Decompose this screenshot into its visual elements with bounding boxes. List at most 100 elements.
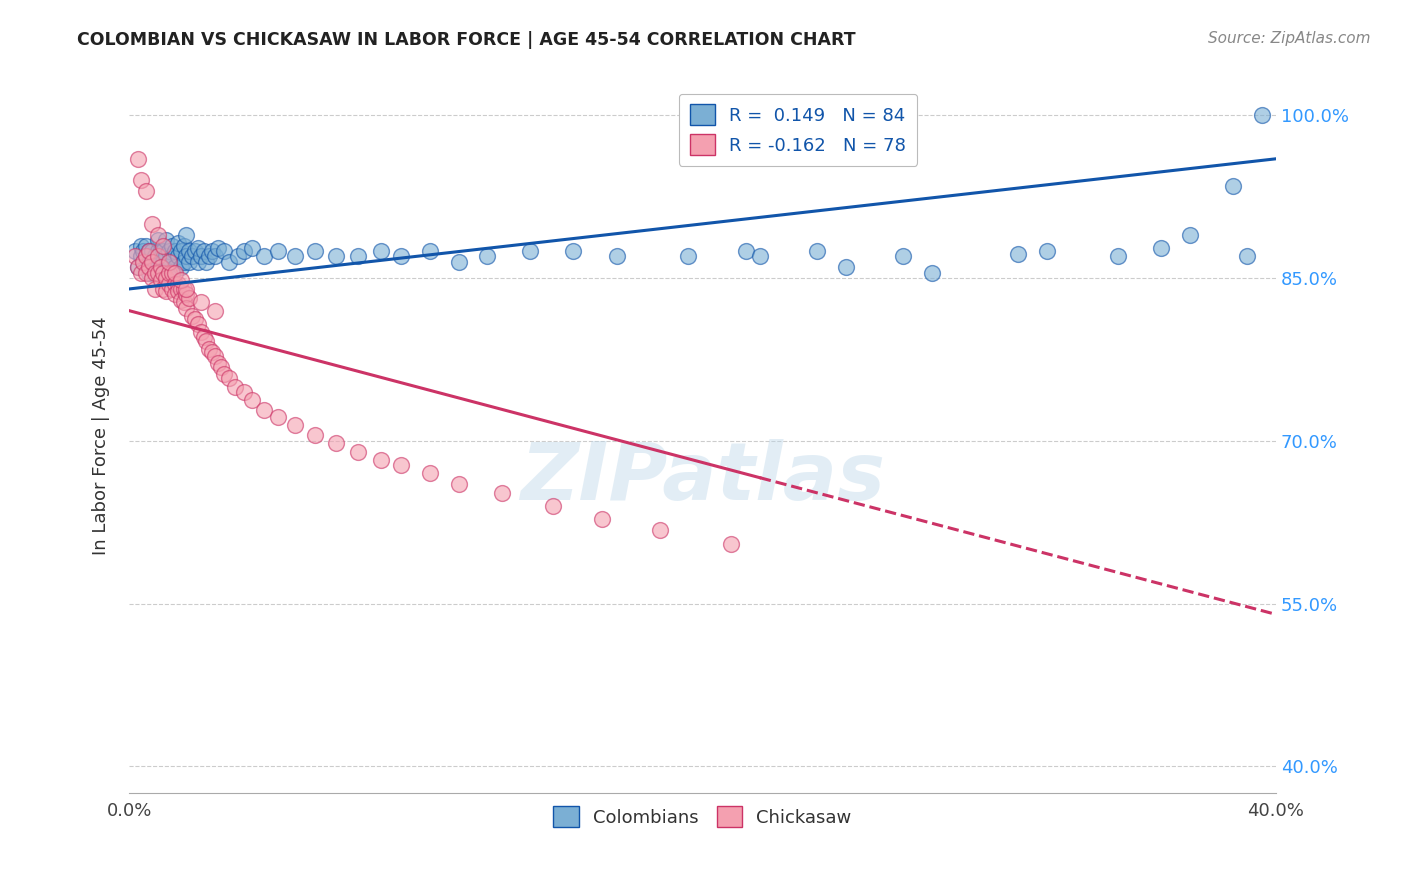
Point [240,241,263,255]
Point [146,227,169,242]
Point [447,477,470,491]
Point [419,467,441,481]
Point [218,371,240,385]
Legend: Colombians, Chickasaw: Colombians, Chickasaw [546,799,859,834]
Point [519,244,541,258]
Point [127,152,149,166]
Point [209,359,232,374]
Point [370,244,392,258]
Point [1107,249,1129,263]
Point [135,185,157,199]
Point [176,249,198,263]
Point [179,291,201,305]
Point [543,499,565,513]
Point [232,384,254,399]
Point [1222,178,1244,193]
Point [146,233,169,247]
Point [190,249,212,263]
Point [195,334,218,348]
Point [447,255,470,269]
Point [304,428,326,442]
Point [179,244,201,258]
Point [157,266,180,280]
Point [176,287,198,301]
Point [391,458,413,472]
Point [155,271,177,285]
Point [347,444,370,458]
Point [676,249,699,263]
Point [226,249,249,263]
Point [198,249,221,263]
Point [253,249,276,263]
Point [143,249,166,263]
Point [562,244,585,258]
Point [325,249,347,263]
Point [149,260,172,275]
Point [648,523,671,537]
Text: Source: ZipAtlas.com: Source: ZipAtlas.com [1208,31,1371,46]
Point [141,244,163,258]
Point [170,293,193,307]
Point [605,249,627,263]
Point [173,238,195,252]
Point [152,238,174,252]
Point [207,356,229,370]
Point [146,244,169,258]
Point [166,277,188,291]
Point [198,342,221,356]
Point [149,273,172,287]
Point [170,273,193,287]
Point [132,255,155,269]
Point [190,326,212,340]
Point [1236,249,1258,263]
Point [163,260,186,275]
Point [176,301,198,316]
Point [141,255,163,269]
Point [160,282,183,296]
Point [163,244,186,258]
Point [157,244,180,258]
Point [179,255,201,269]
Point [170,260,193,275]
Point [138,260,160,275]
Point [127,260,149,275]
Point [135,266,157,280]
Point [419,244,441,258]
Point [207,241,229,255]
Point [141,255,163,269]
Point [224,379,246,393]
Point [734,244,756,258]
Point [141,217,163,231]
Point [187,255,209,269]
Point [143,266,166,280]
Point [1178,227,1201,242]
Point [166,249,188,263]
Point [163,266,186,280]
Point [146,266,169,280]
Point [170,244,193,258]
Point [347,249,370,263]
Point [173,295,195,310]
Point [155,260,177,275]
Point [166,236,188,251]
Point [391,249,413,263]
Point [204,249,226,263]
Point [157,255,180,269]
Point [138,244,160,258]
Point [135,238,157,252]
Point [163,287,186,301]
Point [129,173,152,187]
Point [173,282,195,296]
Point [1150,241,1173,255]
Point [176,227,198,242]
Point [187,317,209,331]
Point [132,244,155,258]
Point [284,417,307,432]
Point [152,266,174,280]
Point [232,244,254,258]
Point [146,249,169,263]
Point [201,344,224,359]
Point [152,282,174,296]
Point [152,255,174,269]
Point [193,329,215,343]
